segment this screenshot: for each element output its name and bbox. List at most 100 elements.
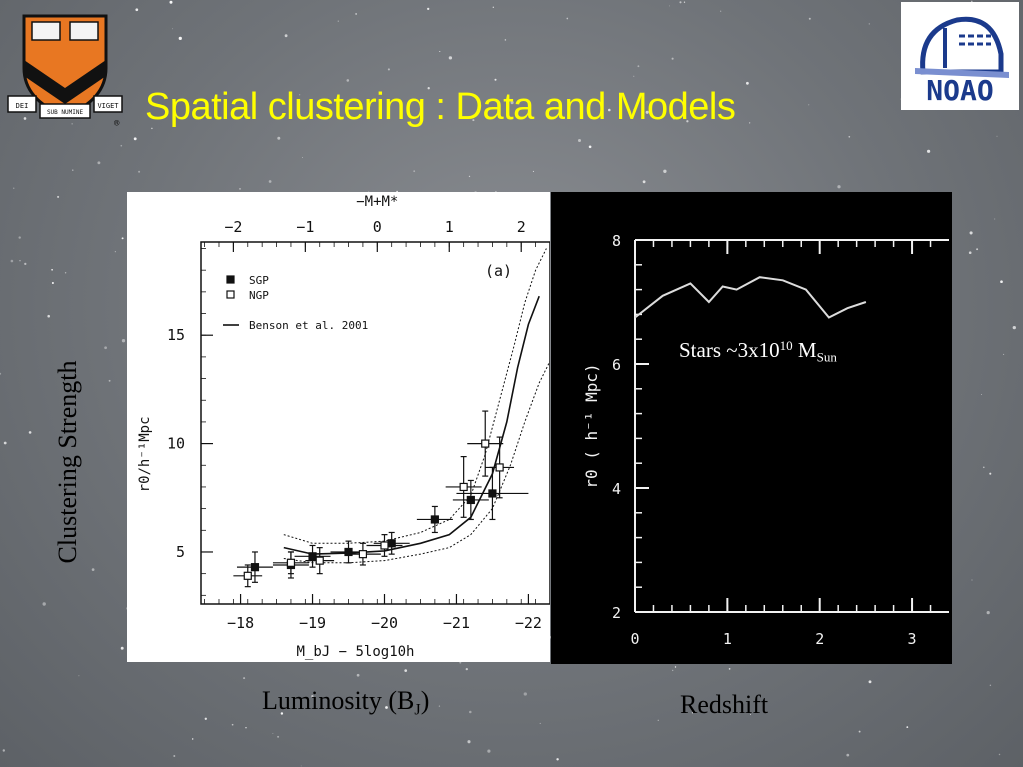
star-dot [57,195,60,198]
star-dot [439,50,441,53]
star-dot [1003,353,1005,355]
star-dot [523,692,527,696]
y-axis-caption: Clustering Strength [53,360,82,564]
star-dot [868,680,872,684]
redshift-caption: Redshift [680,690,769,719]
star-dot [633,108,635,110]
star-dot [465,667,468,671]
star-dot [989,472,992,475]
star-dot [28,431,32,434]
star-dot [578,139,581,142]
ngp-point [481,439,490,448]
star-dot [679,1,682,4]
princeton-shield-logo: DEI SUB NUMINE VIGET ® [7,14,123,128]
star-dot [121,339,126,343]
star-dot [284,34,288,38]
x-tick-label: −19 [299,614,326,632]
star-dot [674,666,677,668]
x-tick-label: −20 [371,614,398,632]
sgp-point [466,495,475,505]
chart-redshift: 0 1 2 3 2 4 6 8 r0 ( h⁻¹ Mpc) [582,232,949,648]
star-dot [494,78,497,81]
legend-entry: NGP [249,289,269,302]
star-dot [51,281,54,285]
star-dot [556,758,559,761]
star-dot [989,684,992,686]
chart-luminosity-panel: −18 −19 −20 −21 −22 −2 −1 0 1 2 5 10 15 M_bJ − 5log10… [127,192,551,662]
star-dot [135,8,139,12]
ngp-point [380,541,389,550]
star-dot [13,187,15,189]
star-dot [191,738,194,740]
star-dot [404,669,408,672]
star-dot [996,135,998,137]
star-dot [467,740,471,744]
star-dot [71,123,73,125]
ngp-point [459,482,468,492]
star-dot [672,116,676,120]
star-dot [24,262,27,266]
star-dot [671,57,674,60]
star-dot [645,110,649,114]
star-dot [204,717,207,720]
y-tick-label: 10 [167,435,185,453]
x-tick-label: −22 [515,614,542,632]
star-dot [243,677,246,680]
star-dot [104,346,107,350]
star-dot [272,733,274,735]
star-dot [846,753,850,757]
star-dot [133,137,137,141]
y-axis-title: r0 ( h⁻¹ Mpc) [582,363,601,488]
top-tick-label: −1 [296,218,314,236]
star-dot [971,579,973,581]
star-dot [91,568,95,571]
model-bound-line [283,360,551,564]
star-dot [459,661,462,664]
top-tick-label: 2 [517,218,526,236]
star-dot [172,28,174,30]
star-dot [47,314,50,318]
star-dot [387,68,390,71]
star-dot [151,127,153,130]
top-axis-title: −M+M* [356,194,398,210]
sgp-point [430,515,439,524]
star-dot [745,81,749,85]
star-dot [720,10,722,12]
y-tick-label: 2 [612,604,621,622]
legend-entry: Benson et al. 2001 [249,319,368,332]
luminosity-caption: Luminosity (BJ) [262,686,429,720]
noao-logo: NOAO [901,2,1019,110]
star-dot [300,765,302,767]
y-tick-label: 15 [167,326,185,344]
star-dot [669,5,670,7]
y-tick-label: 6 [612,356,621,374]
star-dot [808,17,811,20]
top-tick-label: 1 [445,218,454,236]
star-dot [19,260,21,262]
star-dot [311,695,314,698]
y-axis-title: r0/h⁻¹Mpc [137,417,153,493]
star-dot [120,144,123,147]
star-dot [42,602,46,606]
star-dot [968,251,972,255]
star-dot [108,379,111,382]
star-dot [448,56,453,60]
model-line [283,295,540,555]
star-dot [657,719,659,721]
luminosity-caption-sub: J [414,701,421,719]
star-dot [969,231,973,235]
star-dot [487,749,491,753]
star-dot [2,749,6,752]
annotation-exponent: 10 [779,338,793,353]
star-dot [280,712,284,715]
star-dot [51,268,53,271]
star-dot [438,705,441,707]
star-dot [970,0,973,3]
star-dot [608,108,611,112]
star-dot [642,180,646,184]
star-dot [239,188,241,190]
x-tick-label: 1 [723,630,732,648]
star-dot [1000,280,1003,284]
legend-marker [226,275,235,284]
ngp-point [243,571,252,580]
